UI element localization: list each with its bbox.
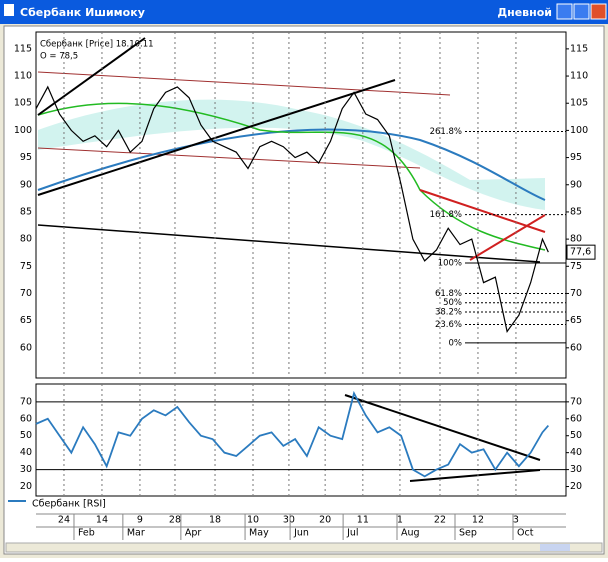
fib-label: 50% bbox=[443, 298, 462, 308]
fib-label: 23.6% bbox=[435, 320, 462, 330]
y-tick-label: 90 bbox=[570, 179, 582, 190]
close-button[interactable] bbox=[590, 3, 607, 20]
y-tick-label: 110 bbox=[570, 71, 588, 82]
app-icon bbox=[4, 4, 14, 16]
last-price-box bbox=[566, 244, 596, 260]
scrollbar[interactable] bbox=[5, 542, 603, 553]
month-label: Jul bbox=[346, 528, 358, 539]
fib-label: 261.8% bbox=[430, 127, 462, 137]
series-line bbox=[35, 390, 550, 478]
chart-title: Сбербанк [Price] 18.10.11 bbox=[40, 40, 154, 50]
kijun-line bbox=[37, 71, 451, 96]
x-tick-label: 11 bbox=[357, 515, 369, 526]
x-tick-label: 3 bbox=[513, 515, 519, 526]
y-tick-label: 30 bbox=[20, 464, 32, 475]
series-line bbox=[35, 85, 549, 333]
y-tick-label: 60 bbox=[570, 342, 582, 353]
y-tick-label: 85 bbox=[570, 206, 582, 217]
signal-line bbox=[37, 102, 546, 251]
y-tick-label: 80 bbox=[570, 234, 582, 245]
y-tick-label: 95 bbox=[20, 152, 32, 163]
maximize-button[interactable] bbox=[573, 3, 590, 20]
y-tick-label: 90 bbox=[20, 179, 32, 190]
x-tick-label: 28 bbox=[169, 515, 181, 526]
y-tick-label: 85 bbox=[20, 206, 32, 217]
month-label: Jun bbox=[293, 528, 309, 539]
x-tick-label: 22 bbox=[434, 515, 446, 526]
y-tick-label: 20 bbox=[20, 481, 32, 492]
fib-label: 61.8% bbox=[435, 289, 462, 299]
y-tick-label: 115 bbox=[570, 43, 588, 54]
y-tick-label: 75 bbox=[570, 261, 582, 272]
y-tick-label: 75 bbox=[20, 261, 32, 272]
trend-line bbox=[344, 394, 541, 461]
y-tick-label: 60 bbox=[20, 413, 32, 424]
trend-line bbox=[469, 214, 546, 261]
x-tick-label: 1 bbox=[397, 515, 403, 526]
y-tick-label: 50 bbox=[570, 430, 582, 441]
trend-line bbox=[409, 469, 541, 482]
y-tick-label: 70 bbox=[20, 288, 32, 299]
y-tick-label: 70 bbox=[570, 396, 582, 407]
y-tick-label: 110 bbox=[14, 71, 32, 82]
x-tick-label: 24 bbox=[58, 515, 70, 526]
chart-area bbox=[3, 25, 605, 555]
y-tick-label: 30 bbox=[570, 464, 582, 475]
legend-label: Сбербанк [RSI] bbox=[32, 499, 106, 510]
y-tick-label: 95 bbox=[570, 152, 582, 163]
y-tick-label: 60 bbox=[20, 342, 32, 353]
y-tick-label: 40 bbox=[570, 447, 582, 458]
fib-label: 0% bbox=[449, 338, 463, 348]
x-tick-label: 14 bbox=[96, 515, 108, 526]
minimize-button[interactable] bbox=[556, 3, 573, 20]
trend-line bbox=[37, 37, 146, 116]
scroll-thumb[interactable] bbox=[540, 544, 570, 551]
ichimoku-cloud bbox=[38, 99, 545, 210]
y-tick-label: 100 bbox=[570, 125, 588, 136]
trend-line bbox=[37, 79, 396, 196]
y-tick-label: 70 bbox=[570, 288, 582, 299]
fib-label: 161.8% bbox=[430, 210, 462, 220]
rsi-panel bbox=[35, 383, 567, 497]
x-tick-label: 12 bbox=[472, 515, 484, 526]
month-label: Oct bbox=[517, 528, 534, 539]
month-label: May bbox=[249, 528, 269, 539]
x-tick-label: 30 bbox=[283, 515, 295, 526]
x-tick-label: 9 bbox=[137, 515, 143, 526]
y-tick-label: 65 bbox=[570, 315, 582, 326]
fib-label: 100% bbox=[438, 259, 462, 269]
y-tick-label: 70 bbox=[20, 396, 32, 407]
y-tick-label: 115 bbox=[14, 43, 32, 54]
month-label: Mar bbox=[127, 528, 145, 539]
y-tick-label: 50 bbox=[20, 430, 32, 441]
month-label: Aug bbox=[401, 528, 420, 539]
x-tick-label: 18 bbox=[209, 515, 221, 526]
tenkan-line bbox=[37, 147, 421, 169]
window-title: Сбербанк Ишимоку bbox=[20, 6, 145, 19]
month-label: Feb bbox=[78, 528, 95, 539]
y-tick-label: 20 bbox=[570, 481, 582, 492]
legend-swatch bbox=[8, 500, 26, 502]
y-tick-label: 80 bbox=[20, 234, 32, 245]
fib-label: 38.2% bbox=[435, 307, 462, 317]
month-label: Sep bbox=[459, 528, 477, 539]
y-tick-label: 105 bbox=[570, 98, 588, 109]
price-panel bbox=[35, 31, 567, 379]
y-tick-label: 40 bbox=[20, 447, 32, 458]
x-tick-label: 20 bbox=[319, 515, 331, 526]
y-tick-label: 60 bbox=[570, 413, 582, 424]
chart-subtitle: O = 78,5 bbox=[40, 52, 78, 62]
last-price-label: 77,6 bbox=[570, 247, 591, 258]
y-tick-label: 65 bbox=[20, 315, 32, 326]
y-tick-label: 105 bbox=[14, 98, 32, 109]
title-bar bbox=[0, 0, 608, 24]
period-label[interactable]: Дневной bbox=[497, 6, 552, 19]
trend-line bbox=[419, 189, 546, 233]
moving-average bbox=[37, 128, 546, 201]
y-tick-label: 100 bbox=[14, 125, 32, 136]
month-label: Apr bbox=[185, 528, 202, 539]
x-tick-label: 10 bbox=[247, 515, 259, 526]
